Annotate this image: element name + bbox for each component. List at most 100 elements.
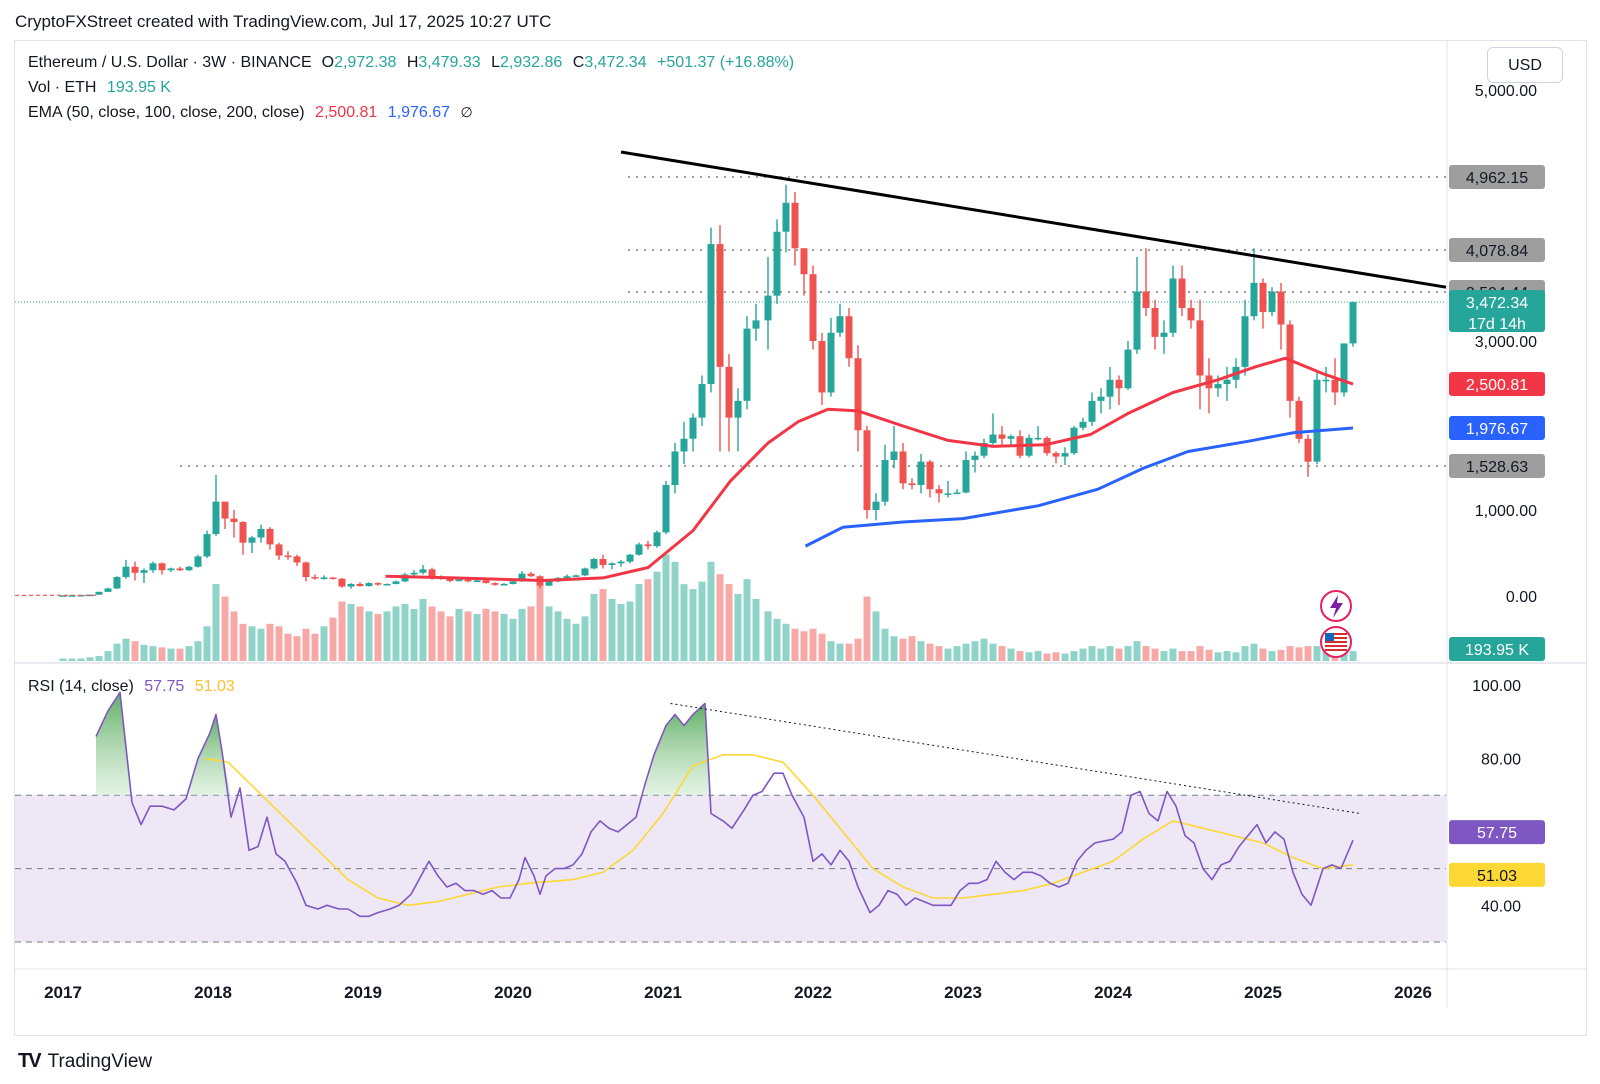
candle-body[interactable]	[1169, 278, 1177, 333]
candle-body[interactable]	[716, 244, 724, 367]
candle-body[interactable]	[1214, 384, 1222, 389]
candle-body[interactable]	[644, 544, 652, 547]
candle-body[interactable]	[908, 483, 916, 486]
candle-body[interactable]	[818, 341, 826, 393]
candle-body[interactable]	[689, 417, 697, 439]
candle-body[interactable]	[131, 566, 139, 573]
candle-body[interactable]	[827, 332, 835, 393]
candle-body[interactable]	[773, 231, 781, 296]
candle-body[interactable]	[971, 455, 979, 460]
candle-body[interactable]	[158, 563, 166, 571]
candle-body[interactable]	[845, 316, 853, 359]
ema-label[interactable]: EMA (50, close, 100, close, 200, close)	[28, 104, 305, 121]
candle-body[interactable]	[1250, 282, 1258, 317]
candle-body[interactable]	[890, 451, 898, 460]
candle-body[interactable]	[1052, 453, 1060, 457]
candle-body[interactable]	[428, 569, 436, 578]
candle-body[interactable]	[104, 588, 112, 592]
candle-body[interactable]	[455, 579, 463, 582]
candle-body[interactable]	[527, 573, 535, 577]
candle-body[interactable]	[266, 528, 274, 545]
candle-body[interactable]	[1079, 421, 1087, 428]
candle-body[interactable]	[953, 492, 961, 495]
currency-button[interactable]: USD	[1487, 47, 1563, 83]
candle-body[interactable]	[95, 591, 103, 595]
candle-body[interactable]	[743, 328, 751, 401]
candle-body[interactable]	[764, 295, 772, 321]
candle-body[interactable]	[590, 559, 598, 569]
candle-body[interactable]	[1007, 436, 1015, 439]
candle-body[interactable]	[509, 581, 517, 584]
candle-body[interactable]	[149, 563, 157, 571]
candle-body[interactable]	[917, 461, 925, 486]
candle-body[interactable]	[473, 580, 481, 583]
candle-body[interactable]	[185, 566, 193, 571]
candle-body[interactable]	[626, 554, 634, 562]
candle-body[interactable]	[545, 581, 553, 586]
candle-body[interactable]	[329, 577, 337, 580]
candle-body[interactable]	[1196, 320, 1204, 376]
price-badge[interactable]	[1449, 862, 1545, 887]
candle-body[interactable]	[1286, 324, 1294, 401]
candle-body[interactable]	[572, 575, 580, 577]
candle-body[interactable]	[518, 573, 526, 582]
candle-body[interactable]	[1061, 453, 1069, 457]
descending-trendline[interactable]	[620, 150, 1447, 289]
candle-body[interactable]	[1097, 396, 1105, 401]
candle-body[interactable]	[863, 430, 871, 510]
candle-body[interactable]	[410, 572, 418, 575]
candle-body[interactable]	[1025, 437, 1033, 456]
price-badge[interactable]	[1449, 372, 1545, 396]
candle-body[interactable]	[320, 577, 328, 580]
candle-body[interactable]	[446, 577, 454, 581]
candle-body[interactable]	[998, 434, 1006, 439]
candle-body[interactable]	[140, 570, 148, 573]
candle-body[interactable]	[854, 358, 862, 431]
candle-body[interactable]	[59, 595, 67, 597]
candle-body[interactable]	[482, 580, 490, 584]
candle-body[interactable]	[212, 501, 220, 535]
tradingview-brand[interactable]: TradingView	[47, 1050, 153, 1072]
candle-body[interactable]	[176, 568, 184, 571]
candle-body[interactable]	[302, 562, 310, 578]
candle-body[interactable]	[944, 493, 952, 495]
price-badge[interactable]	[1449, 454, 1545, 478]
price-badge[interactable]	[1449, 416, 1545, 440]
candle-body[interactable]	[491, 583, 499, 585]
rsi-line[interactable]	[95, 691, 1354, 918]
candle-body[interactable]	[1151, 307, 1159, 337]
candle-body[interactable]	[113, 577, 121, 589]
candle-body[interactable]	[1322, 379, 1330, 382]
candle-body[interactable]	[671, 451, 679, 486]
candle-body[interactable]	[1304, 438, 1312, 462]
candle-body[interactable]	[1088, 400, 1096, 422]
candle-body[interactable]	[230, 518, 238, 523]
candle-body[interactable]	[383, 583, 391, 586]
candle-body[interactable]	[86, 594, 94, 597]
candle-body[interactable]	[239, 522, 247, 543]
candle-body[interactable]	[581, 568, 589, 576]
candle-body[interactable]	[872, 501, 880, 510]
candle-body[interactable]	[635, 544, 643, 555]
candle-body[interactable]	[1142, 291, 1150, 308]
candle-body[interactable]	[1331, 379, 1339, 393]
candle-body[interactable]	[293, 556, 301, 563]
ema-100-line[interactable]	[804, 426, 1354, 548]
candle-body[interactable]	[836, 316, 844, 333]
candle-body[interactable]	[734, 400, 742, 418]
candle-body[interactable]	[311, 577, 319, 579]
candle-body[interactable]	[1187, 307, 1195, 321]
rsi-trendline[interactable]	[670, 702, 1361, 815]
candle-body[interactable]	[194, 556, 202, 567]
candle-body[interactable]	[365, 583, 373, 587]
candle-body[interactable]	[662, 485, 670, 533]
candle-body[interactable]	[122, 566, 130, 578]
candle-body[interactable]	[962, 459, 970, 493]
candle-body[interactable]	[800, 248, 808, 275]
candle-body[interactable]	[617, 561, 625, 564]
candle-body[interactable]	[1349, 302, 1357, 344]
price-badge[interactable]	[1449, 238, 1545, 262]
candle-body[interactable]	[1313, 379, 1321, 462]
candle-body[interactable]	[1124, 349, 1132, 389]
symbol-title[interactable]: Ethereum / U.S. Dollar · 3W · BINANCE	[28, 54, 312, 71]
